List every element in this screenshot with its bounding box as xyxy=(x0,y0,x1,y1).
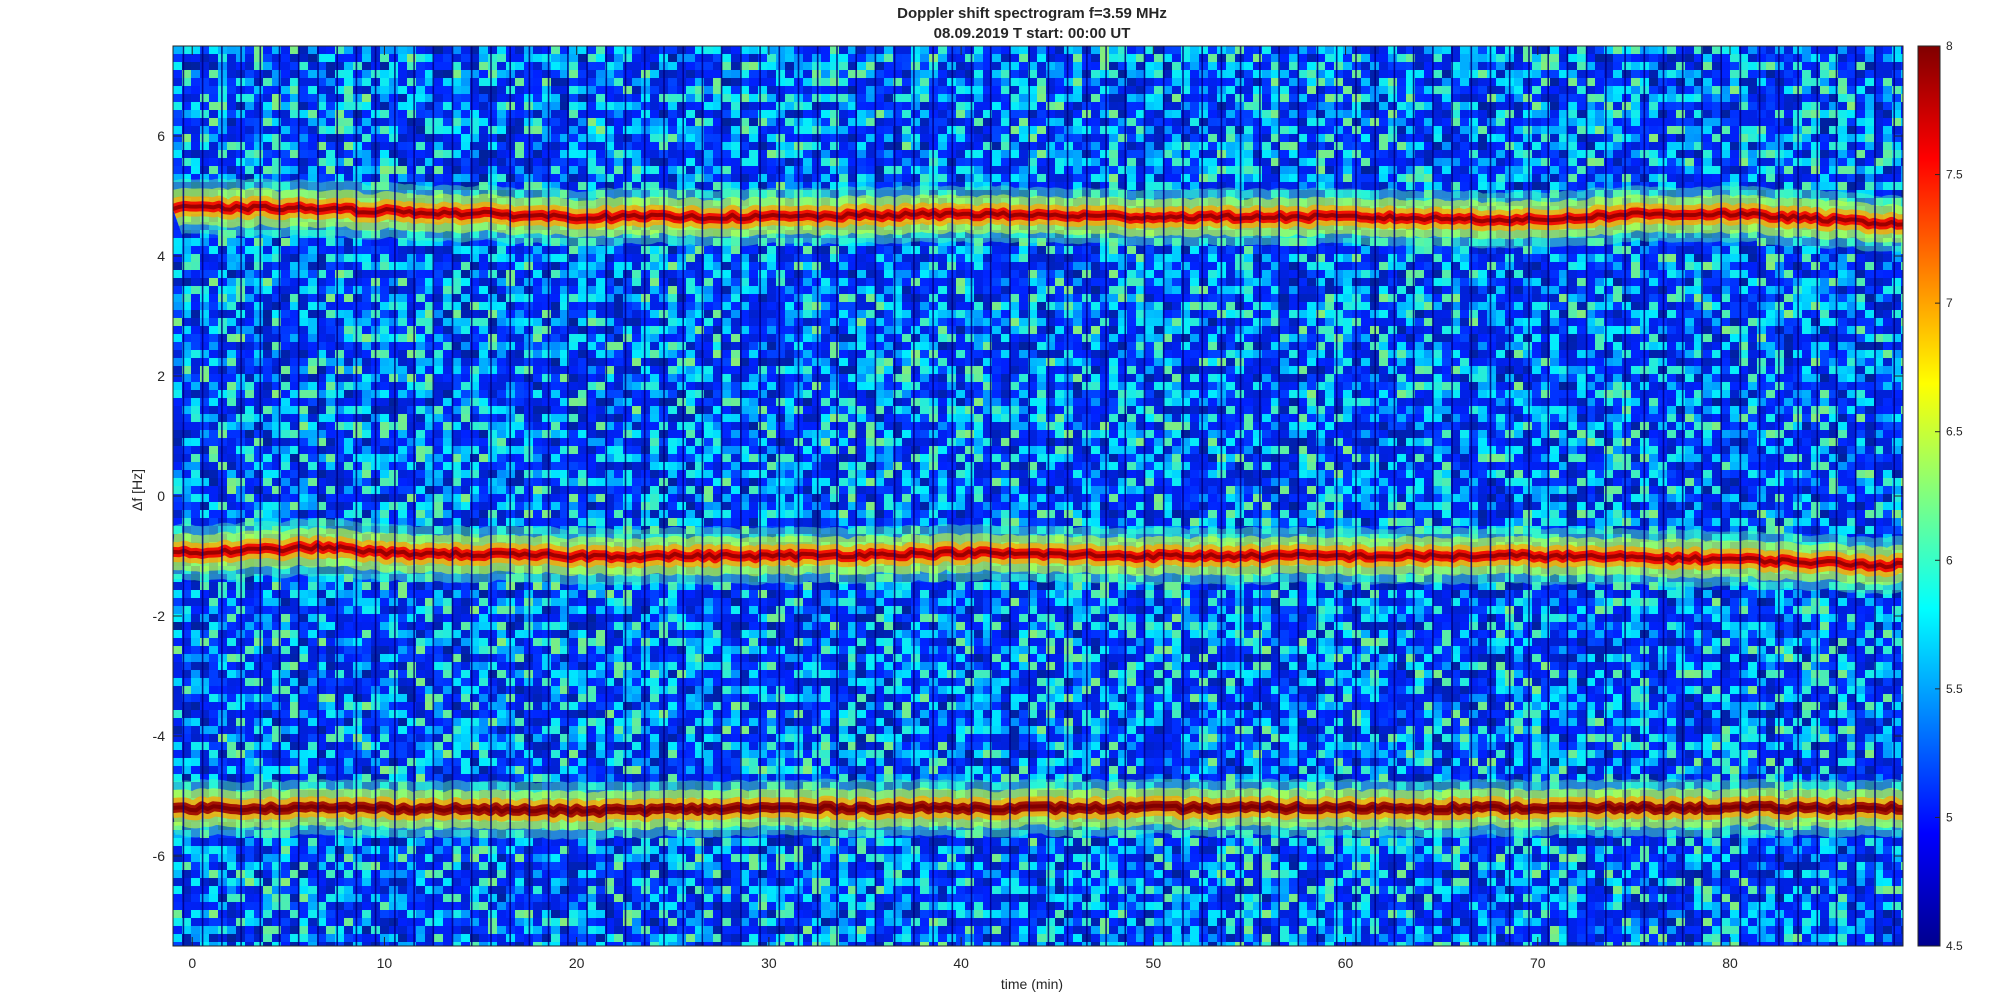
x-axis-label: time (min) xyxy=(1001,976,1063,992)
y-tick-label: -2 xyxy=(153,608,166,624)
signal-trace-2 xyxy=(173,518,1903,595)
y-tick-label: 0 xyxy=(157,488,165,504)
x-tick-label: 10 xyxy=(377,955,393,971)
x-tick-label: 20 xyxy=(569,955,585,971)
axes: 0 10 20 30 40 50 60 70 80 -6 -4 -2 0 2 4 6 xyxy=(153,45,1904,971)
y-tick-label: -4 xyxy=(153,728,166,744)
x-tick-label: 60 xyxy=(1338,955,1354,971)
colorbar-tick-label: 5.5 xyxy=(1946,682,1963,696)
chart-title: Doppler shift spectrogram f=3.59 MHz xyxy=(897,5,1167,22)
colorbar-tick-label: 5 xyxy=(1946,810,1953,824)
y-tick-label: 2 xyxy=(157,368,165,384)
colorbar-tick-label: 6 xyxy=(1946,553,1953,567)
colorbar-tick-label: 7.5 xyxy=(1946,168,1963,182)
x-tick-label: 0 xyxy=(188,955,196,971)
y-tick-label: 6 xyxy=(157,128,165,144)
x-tick-label: 40 xyxy=(953,955,969,971)
x-tick-label: 50 xyxy=(1146,955,1162,971)
x-tick-label: 30 xyxy=(761,955,777,971)
colorbar-tick-label: 6.5 xyxy=(1946,425,1963,439)
signal-trace-3 xyxy=(173,778,1903,840)
y-axis-label: Δf [Hz] xyxy=(129,469,145,511)
colorbar xyxy=(1917,45,1941,947)
colorbar-tick-label: 8 xyxy=(1946,39,1953,53)
colorbar-axis: 4.5 5 5.5 6 6.5 7 7.5 8 xyxy=(1935,39,1963,953)
chart-subtitle: 08.09.2019 T start: 00:00 UT xyxy=(934,25,1131,42)
y-tick-label: 4 xyxy=(157,248,165,264)
colorbar-tick-label: 7 xyxy=(1946,296,1953,310)
y-tick-label: -6 xyxy=(153,848,166,864)
sweep-gaps xyxy=(182,46,1895,946)
x-tick-label: 70 xyxy=(1530,955,1546,971)
colorbar-tick-label: 4.5 xyxy=(1946,939,1963,953)
signal-trace-1 xyxy=(173,178,1903,252)
spectrogram-plot-area xyxy=(173,46,1903,946)
x-tick-label: 80 xyxy=(1722,955,1738,971)
